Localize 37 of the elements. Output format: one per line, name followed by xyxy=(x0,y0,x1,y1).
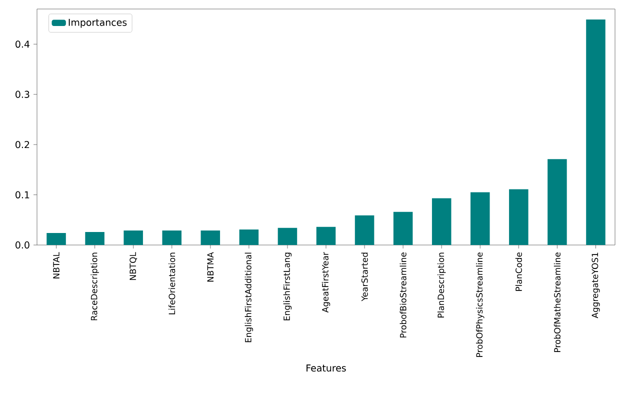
bar xyxy=(239,229,259,246)
bar xyxy=(432,198,452,246)
x-tick-label: ProbofBioStreamline xyxy=(400,252,406,338)
bar xyxy=(278,228,298,246)
x-tick-label: NBTAL xyxy=(53,252,60,278)
bar xyxy=(393,212,413,246)
bar xyxy=(586,20,606,246)
x-tick-label: EnglishFirstAdditional xyxy=(244,252,254,342)
x-axis-title: Features xyxy=(306,364,346,372)
x-tick-label: NBTQL xyxy=(130,252,138,280)
bar xyxy=(470,192,490,246)
x-tick-label: PlanCode xyxy=(515,252,522,291)
bar xyxy=(354,215,374,246)
bar xyxy=(509,189,528,246)
bar xyxy=(124,230,143,246)
bar xyxy=(46,232,66,246)
y-tick-label: 0.2 xyxy=(16,140,30,148)
y-tick-label: 0.4 xyxy=(16,40,30,48)
bar xyxy=(200,230,220,246)
bar xyxy=(85,232,104,246)
x-tick-label: AggregateYOS1 xyxy=(592,252,600,318)
legend-label: Importances xyxy=(68,18,127,28)
x-tick-label: RaceDescription xyxy=(90,252,99,320)
x-tick-label: ProbOfPhysicsStreamline xyxy=(476,252,484,357)
bar xyxy=(316,226,336,246)
x-tick-label: EnglishFirstLang xyxy=(283,252,292,320)
bar xyxy=(548,159,567,246)
x-tick-label: LifeOrientation xyxy=(168,252,176,314)
y-tick-label: 0.1 xyxy=(16,191,30,198)
bar xyxy=(162,230,182,246)
y-tick-label: 0.0 xyxy=(16,241,30,249)
x-tick-label: NBTMA xyxy=(207,252,214,282)
y-tick-label: 0.3 xyxy=(16,90,30,98)
x-tick-label: AgeatFirstYear xyxy=(322,252,330,313)
x-tick-label: YearStarted xyxy=(361,252,368,302)
x-tick-label: PlanDescription xyxy=(438,252,446,318)
x-tick-label: ProbOfMatheStreamline xyxy=(554,252,560,352)
